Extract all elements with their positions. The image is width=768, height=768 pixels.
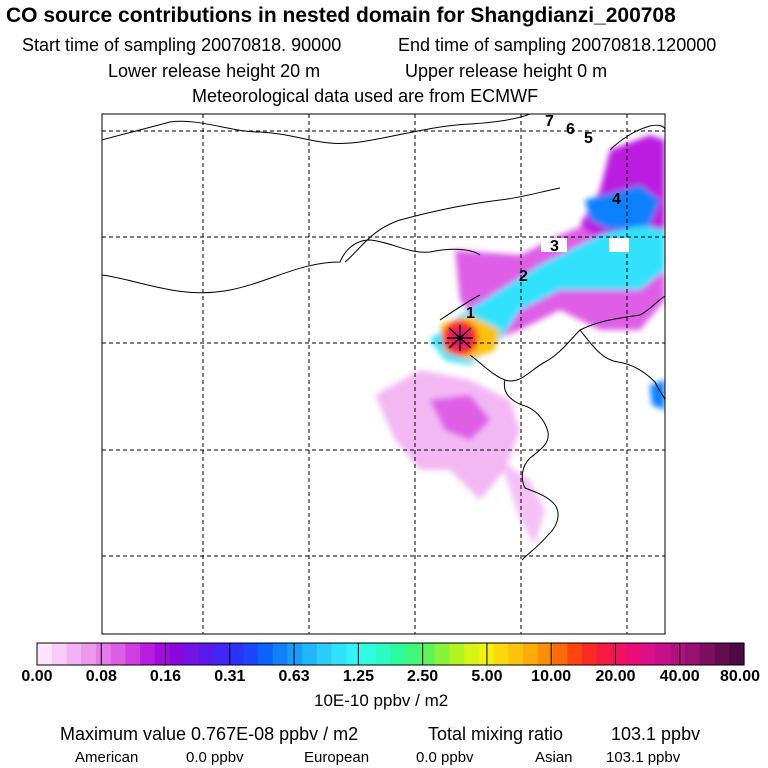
colorbar-cell: [434, 643, 451, 665]
colorbar-tick-label: 80.00: [719, 668, 761, 685]
colorbar-cell: [37, 643, 53, 665]
total-mixing-ratio-value: 103.1 ppbv: [611, 724, 701, 744]
european-label: European: [304, 749, 370, 766]
colorbar-cell: [552, 643, 568, 665]
colorbar-cell: [390, 643, 406, 665]
colorbar-cell: [169, 643, 185, 665]
trajectory-label-3-box: [541, 238, 567, 252]
colorbar-cell: [655, 643, 671, 665]
colorbar-cell: [685, 643, 701, 665]
american-label: American: [75, 749, 139, 766]
colorbar-cell: [287, 643, 303, 665]
colorbar-units: 10E-10 ppbv / m2: [314, 691, 449, 710]
colorbar-cell: [611, 643, 627, 665]
colorbar-cell: [375, 643, 392, 665]
colorbar-cell: [199, 643, 215, 665]
colorbar-cell: [184, 643, 200, 665]
colorbar-cell: [419, 643, 436, 665]
lower-release-label: Lower release height 20 m: [108, 61, 321, 81]
trajectory-label-box: [609, 238, 629, 252]
colorbar-cell: [66, 643, 82, 665]
colorbar-cell: [508, 643, 524, 665]
colorbar-cell: [257, 643, 274, 665]
colorbar-cell: [405, 643, 421, 665]
colorbar-cell: [699, 643, 716, 665]
colorbar-cell: [81, 643, 97, 665]
colorbar-tick-label: 2.50: [407, 668, 439, 685]
colorbar-tick-label: 0.00: [21, 668, 53, 685]
trajectory-label-7: 7: [545, 113, 554, 130]
colorbar-cell: [714, 643, 730, 665]
colorbar-tick-label: 20.00: [595, 668, 636, 685]
colorbar-cell: [567, 643, 583, 665]
trajectory-label-1: 1: [466, 305, 475, 322]
colorbar-cell: [302, 643, 318, 665]
colorbar-cell: [95, 643, 112, 665]
colorbar-tick-label: 0.16: [149, 668, 182, 685]
colorbar-cell: [596, 643, 613, 665]
colorbar-tick-label: 0.63: [278, 668, 310, 685]
colorbar-cell: [640, 643, 657, 665]
colorbar-cell: [581, 643, 598, 665]
colorbar-tick-label: 0.08: [85, 668, 117, 685]
map-title: CO source contributions in nested domain…: [6, 4, 676, 27]
colorbar-cell: [228, 643, 244, 665]
colorbar-tick-label: 0.31: [214, 668, 246, 685]
asian-label: Asian: [535, 749, 573, 766]
colorbar-tick-label: 10.00: [531, 668, 572, 685]
colorbar-cell: [125, 643, 141, 665]
colorbar-cell: [361, 643, 377, 665]
colorbar-cell: [213, 643, 230, 665]
map-frame: [101, 113, 666, 635]
european-value: 0.0 ppbv: [416, 749, 474, 766]
colorbar-cell: [272, 643, 288, 665]
colorbar-cell: [464, 643, 480, 665]
colorbar-cell: [51, 643, 68, 665]
colorbar-cell: [537, 643, 554, 665]
colorbar-cell: [140, 643, 156, 665]
colorbar-cell: [346, 643, 362, 665]
trajectory-label-3: 3: [550, 238, 559, 255]
upper-release-label: Upper release height 0 m: [405, 61, 608, 81]
colorbar-cell: [154, 643, 171, 665]
asian-value: 103.1 ppbv: [606, 749, 681, 766]
trajectory-label-6: 6: [566, 121, 575, 138]
trajectory-label-4: 4: [612, 191, 621, 208]
met-data-label: Meteorological data used are from ECMWF: [192, 86, 539, 106]
colorbar-cell: [626, 643, 642, 665]
trajectory-label-2: 2: [519, 268, 528, 285]
colorbar-cell: [243, 643, 259, 665]
colorbar-tick-label: 1.25: [342, 668, 374, 685]
asterisk-icon: [447, 325, 473, 351]
colorbar-cell: [110, 643, 126, 665]
total-mixing-ratio-label: Total mixing ratio: [428, 724, 564, 744]
lat-lon-grid: [102, 114, 665, 634]
colorbar-cell: [523, 643, 539, 665]
start-time-label: Start time of sampling 20070818. 90000: [22, 35, 342, 55]
coastline: [102, 114, 665, 561]
colorbar-tick-label: 40.00: [659, 668, 700, 685]
colorbar-cell: [493, 643, 509, 665]
trajectory-label-5: 5: [584, 130, 593, 147]
end-time-label: End time of sampling 20070818.120000: [398, 35, 717, 55]
american-value: 0.0 ppbv: [186, 749, 244, 766]
colorbar-cell: [316, 643, 333, 665]
colorbar-cell: [331, 643, 347, 665]
colorbar-cell: [670, 643, 686, 665]
colorbar-cell: [449, 643, 465, 665]
colorbar-frame: [36, 642, 745, 666]
maximum-value-label: Maximum value 0.767E-08 ppbv / m2: [60, 724, 359, 744]
colorbar-cell: [729, 643, 745, 665]
colorbar-tick-label: 5.00: [471, 668, 503, 685]
